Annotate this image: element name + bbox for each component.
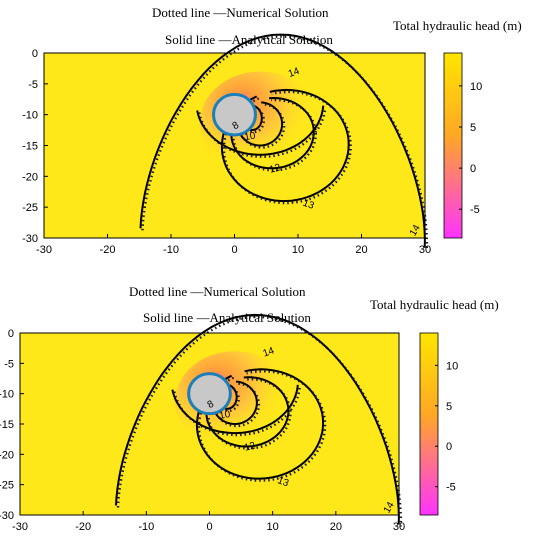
colorbar-title: Total hydraulic head (m) (370, 297, 499, 312)
contour-13-numerical (222, 90, 352, 205)
colorbar-title: Total hydraulic head (m) (393, 18, 522, 33)
x-tick-label: -20 (75, 521, 91, 533)
colorbar-tick-label: 0 (446, 441, 452, 453)
contour-12-numerical (207, 377, 292, 450)
contour-label-6: 14 (408, 223, 423, 239)
contour-14-outer-analytical (115, 313, 400, 525)
y-tick-label: -25 (0, 480, 14, 492)
contour-label-2: 12 (268, 162, 282, 176)
contour-label-4: 8 (231, 120, 242, 133)
contour-14-outer-numerical (141, 35, 429, 250)
contour-label-5: 13 (301, 198, 316, 212)
contour-14-outer-analytical (139, 33, 426, 248)
contour-label-1: 14 (287, 66, 302, 80)
y-tick-label: -25 (22, 202, 38, 214)
y-tick-label: -15 (0, 419, 14, 431)
colorbar-tick-label: -5 (446, 482, 456, 494)
x-tick-label: 30 (393, 521, 405, 533)
y-tick-label: -10 (22, 110, 38, 122)
contour-10-numerical (213, 382, 261, 428)
tunnel-circle (212, 92, 257, 137)
contour-14-inner-numerical (198, 107, 327, 158)
colorbar (443, 52, 463, 239)
contour-10-numerical (238, 103, 286, 149)
x-tick-label: 0 (231, 244, 237, 256)
x-tick-label: -20 (100, 244, 116, 256)
y-tick-label: -10 (0, 389, 14, 401)
x-tick-label: 10 (292, 244, 304, 256)
contour-label-4: 8 (206, 398, 217, 411)
colorbar-tick-label: -5 (470, 204, 480, 216)
contour-13-analytical (195, 368, 325, 480)
contour-13-numerical (197, 370, 327, 482)
y-tick-label: -5 (28, 79, 38, 91)
y-tick-label: -20 (0, 449, 14, 461)
colorbar-tick-label: 5 (446, 401, 452, 413)
x-tick-label: -10 (163, 244, 179, 256)
contour-14-outer-numerical (116, 315, 403, 527)
colorbar-tick-label: 5 (470, 122, 476, 134)
y-tick-label: 0 (32, 48, 38, 60)
contour-13-analytical (220, 88, 350, 202)
tunnel-circle (187, 372, 232, 416)
colorbar-tick-label: 10 (446, 360, 458, 372)
y-tick-label: -30 (0, 510, 14, 522)
x-tick-label: 10 (267, 521, 279, 533)
x-tick-label: -30 (12, 521, 28, 533)
y-tick-label: -30 (22, 233, 38, 245)
y-tick-label: -5 (4, 358, 14, 370)
x-tick-label: 20 (330, 521, 342, 533)
plot-title-analytical: Solid line —Analytical Solution (143, 310, 311, 325)
contour-label-3: 10 (218, 409, 231, 422)
x-tick-label: 20 (355, 244, 367, 256)
colorbar-tick-label: 10 (470, 81, 482, 93)
plot-title-numerical: Dotted line —Numerical Solution (129, 284, 306, 299)
contour-label-5: 13 (276, 475, 291, 489)
colorbar (419, 332, 439, 516)
contour-label-6: 14 (382, 500, 397, 516)
plot-title-numerical: Dotted line —Numerical Solution (152, 5, 329, 20)
y-tick-label: 0 (8, 328, 14, 340)
contour-label-3: 10 (244, 130, 257, 143)
x-tick-label: -30 (36, 244, 52, 256)
contour-panel-2: Dotted line —Numerical Solution Solid lin… (0, 284, 499, 533)
contour-label-2: 12 (243, 440, 257, 454)
colorbar-tick-label: 0 (470, 163, 476, 175)
contour-label-1: 14 (262, 345, 277, 359)
y-tick-label: -15 (22, 141, 38, 153)
x-tick-label: -10 (138, 521, 154, 533)
x-tick-label: 30 (419, 244, 431, 256)
y-tick-label: -20 (22, 171, 38, 183)
x-tick-label: 0 (206, 521, 212, 533)
